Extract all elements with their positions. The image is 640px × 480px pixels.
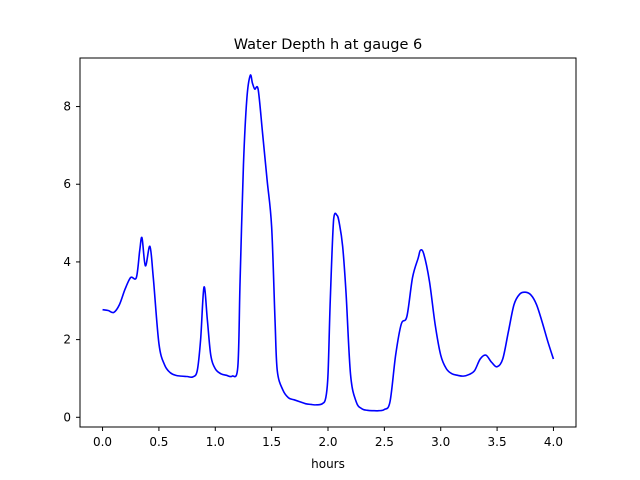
- y-tick-label: 4: [63, 255, 71, 269]
- water-depth-line: [102, 74, 555, 412]
- y-tick-label: 2: [63, 333, 71, 347]
- x-tick-label: 1.5: [262, 435, 281, 449]
- x-tick-label: 0.0: [93, 435, 112, 449]
- x-tick-label: 4.0: [544, 435, 563, 449]
- chart-title: Water Depth h at gauge 6: [234, 37, 422, 53]
- x-axis-label: hours: [311, 457, 345, 471]
- x-tick-label: 2.5: [375, 435, 394, 449]
- x-tick-label: 3.0: [431, 435, 450, 449]
- y-tick-label: 0: [63, 410, 71, 424]
- y-axis-ticks: 0 2 4 6 8: [63, 100, 80, 424]
- plot-area-frame: [79, 57, 577, 428]
- x-tick-label: 1.0: [206, 435, 225, 449]
- y-tick-label: 8: [63, 100, 71, 114]
- x-tick-label: 0.5: [149, 435, 168, 449]
- series-layer: [102, 74, 555, 412]
- x-axis-ticks: 0.0 0.5 1.0 1.5 2.0 2.5 3.0 3.5 4.0: [93, 427, 563, 449]
- y-tick-label: 6: [63, 177, 71, 191]
- x-tick-label: 2.0: [318, 435, 337, 449]
- x-tick-label: 3.5: [488, 435, 507, 449]
